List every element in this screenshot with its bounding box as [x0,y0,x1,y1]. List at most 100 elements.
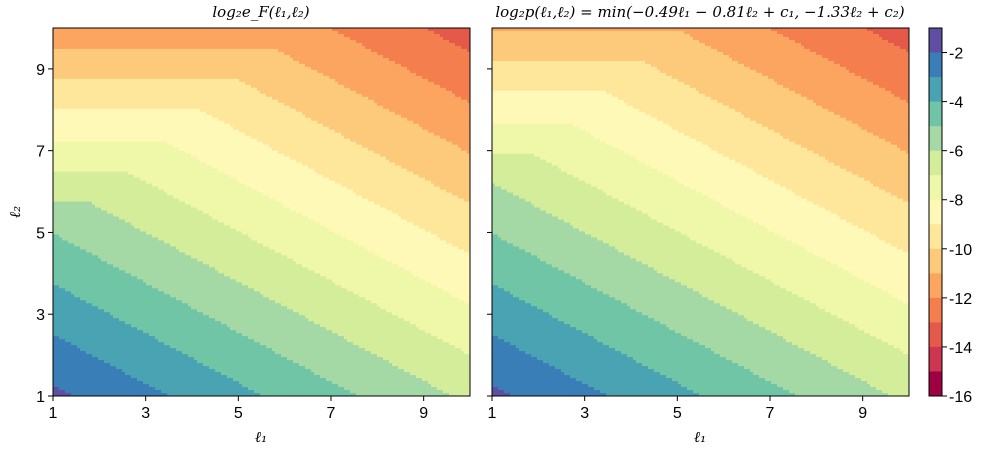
left-contour-cell [386,87,390,92]
left-contour-cell [377,123,381,128]
left-contour-cell [83,36,87,41]
left-contour-cell [443,36,447,41]
left-contour-cell [326,120,330,125]
left-contour-cell [404,66,408,71]
left-contour-cell [245,114,249,119]
left-contour-cell [434,123,438,128]
left-contour-cell [158,129,162,134]
left-contour-cell [437,129,441,134]
left-contour-cell [425,132,429,137]
left-contour-cell [437,132,441,137]
left-contour-cell [95,72,99,77]
left-contour-cell [359,117,363,122]
left-contour-cell [266,108,270,113]
left-contour-cell [167,69,171,74]
left-contour-cell [335,75,339,80]
left-contour-cell [242,105,246,110]
left-contour-cell [284,57,288,62]
left-contour-cell [389,126,393,131]
left-contour-cell [146,120,150,125]
left-contour-cell [344,99,348,104]
left-contour-cell [143,108,147,113]
left-contour-cell [155,111,159,116]
left-contour-cell [218,42,222,47]
left-contour-cell [275,96,279,101]
left-contour-cell [308,72,312,77]
left-contour-cell [143,87,147,92]
left-contour-cell [68,114,72,119]
left-contour-cell [425,57,429,62]
left-contour-cell [299,111,303,116]
left-contour-cell [335,39,339,44]
left-contour-cell [53,54,57,59]
left-contour-cell [56,87,60,92]
left-contour-cell [350,30,354,35]
left-contour-cell [440,78,444,83]
left-contour-cell [461,51,465,56]
left-contour-cell [257,99,261,104]
left-contour-cell [170,93,174,98]
left-contour-cell [218,45,222,50]
left-contour-cell [332,99,336,104]
left-contour-cell [446,84,450,89]
left-contour-cell [353,108,357,113]
left-contour-cell [452,33,456,38]
left-contour-cell [383,108,387,113]
left-contour-cell [83,102,87,107]
left-contour-cell [329,114,333,119]
left-contour-cell [332,33,336,38]
left-contour-cell [323,30,327,35]
left-contour-cell [68,81,72,86]
left-contour-cell [251,30,255,35]
left-contour-cell [449,123,453,128]
left-contour-cell [131,123,135,128]
left-contour-cell [365,117,369,122]
left-contour-cell [422,132,426,137]
left-contour-cell [74,120,78,125]
left-contour-cell [149,87,153,92]
left-contour-cell [359,105,363,110]
left-contour-cell [431,105,435,110]
left-contour-cell [464,28,468,32]
left-contour-cell [218,87,222,92]
left-contour-cell [389,114,393,119]
left-contour-cell [125,87,129,92]
left-contour-cell [251,120,255,125]
left-contour-cell [287,81,291,86]
left-contour-cell [170,69,174,74]
left-contour-cell [215,60,219,65]
left-contour-cell [458,69,462,74]
left-contour-cell [404,63,408,68]
left-contour-cell [326,111,330,116]
left-contour-cell [242,123,246,128]
left-contour-cell [347,108,351,113]
left-contour-cell [437,93,441,98]
left-contour-cell [410,84,414,89]
left-contour-cell [110,63,114,68]
left-contour-cell [389,36,393,41]
left-contour-cell [191,87,195,92]
left-contour-cell [452,45,456,50]
left-contour-cell [116,120,120,125]
left-contour-cell [320,72,324,77]
left-contour-cell [146,28,150,32]
left-contour-cell [416,78,420,83]
left-contour-cell [167,120,171,125]
left-contour-cell [182,132,186,137]
left-contour-cell [248,102,252,107]
left-contour-cell [239,42,243,47]
left-contour-cell [194,72,198,77]
left-contour-cell [245,96,249,101]
left-contour-cell [206,132,210,137]
left-contour-cell [443,39,447,44]
left-contour-cell [128,90,132,95]
left-contour-cell [143,126,147,131]
left-contour-cell [98,111,102,116]
left-contour-cell [62,75,66,80]
left-contour-cell [413,42,417,47]
left-contour-cell [215,114,219,119]
left-contour-cell [245,129,249,134]
left-contour-cell [296,69,300,74]
left-contour-cell [116,42,120,47]
left-contour-cell [206,45,210,50]
